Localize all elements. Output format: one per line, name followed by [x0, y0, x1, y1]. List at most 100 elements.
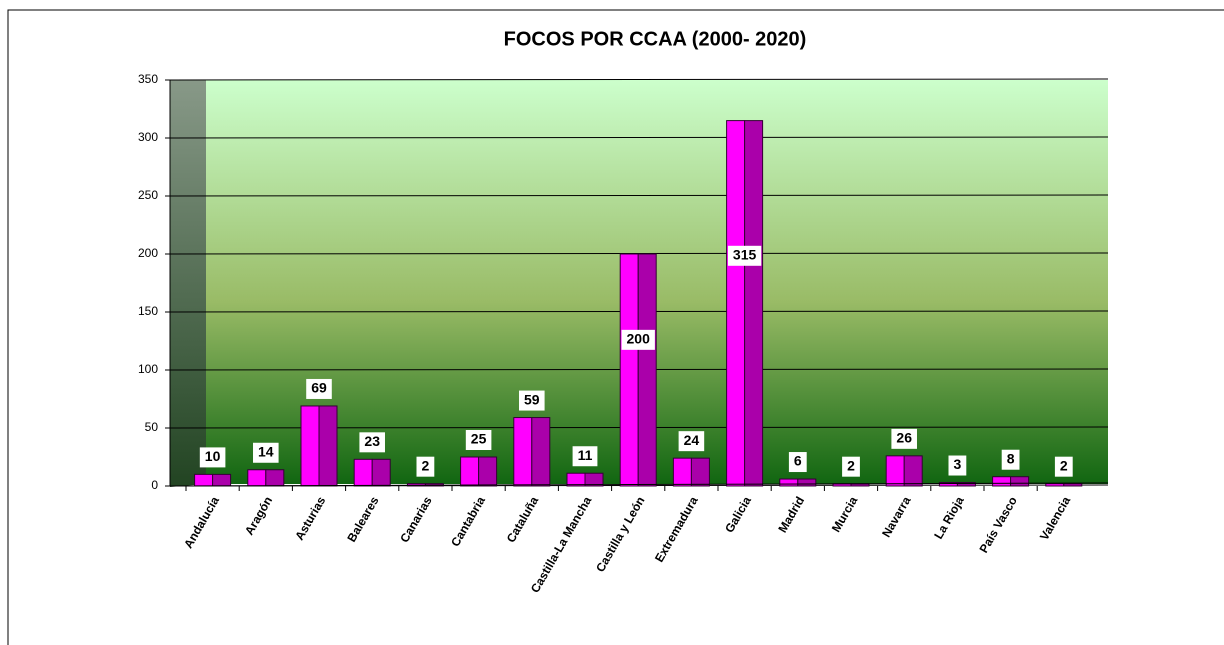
- x-tick-label: Baleares: [344, 494, 381, 545]
- bar: [779, 478, 817, 487]
- bar-front: [1045, 483, 1065, 487]
- x-tick-label: Asturias: [292, 494, 328, 543]
- x-tick-label: Canarias: [397, 494, 435, 545]
- value-label: 6: [794, 453, 802, 469]
- value-label-box: [519, 390, 545, 411]
- bar: [194, 473, 232, 487]
- bar: [460, 456, 498, 487]
- bar-front: [353, 458, 373, 487]
- x-axis: [169, 482, 1109, 487]
- bar-side: [744, 120, 764, 487]
- value-label: 10: [205, 448, 221, 464]
- bar-side: [1063, 483, 1083, 487]
- bar: [247, 469, 285, 487]
- value-label-box: [1001, 449, 1020, 470]
- x-tick-label: Extremadura: [652, 494, 701, 565]
- value-label: 59: [524, 391, 540, 407]
- x-tick-label: Cantabria: [448, 494, 488, 549]
- value-label: 14: [258, 443, 274, 459]
- grid-line: [169, 194, 1109, 197]
- y-tick-label: 350: [138, 72, 158, 86]
- x-tick-label: Cataluña: [504, 494, 542, 545]
- bar: [672, 457, 710, 487]
- value-label: 315: [733, 247, 757, 263]
- bar-side: [212, 473, 232, 487]
- frame: [7, 9, 1224, 645]
- bar-front: [992, 476, 1012, 487]
- bar: [938, 482, 976, 487]
- value-label-box: [306, 378, 332, 399]
- y-tick-label: 250: [138, 188, 158, 202]
- value-label-box: [621, 329, 655, 350]
- bar-side: [265, 469, 285, 487]
- value-label: 2: [422, 457, 430, 473]
- x-tick-label: Galicia: [722, 494, 754, 535]
- bar-side: [584, 472, 604, 487]
- x-tick-label: La Rioja: [931, 494, 967, 542]
- bar-side: [637, 253, 657, 487]
- value-label: 23: [364, 433, 380, 449]
- value-label-box: [842, 456, 860, 477]
- bar-side: [690, 457, 710, 487]
- bar: [619, 253, 657, 487]
- value-label: 8: [1007, 450, 1015, 466]
- value-label-box: [416, 456, 435, 477]
- value-label-box: [572, 446, 598, 467]
- y-tick-label: 100: [138, 362, 158, 376]
- value-label: 11: [578, 447, 593, 463]
- bar-side: [1010, 476, 1030, 487]
- value-label-box: [727, 245, 762, 266]
- y-tick-label: 0: [151, 478, 158, 492]
- value-label: 3: [954, 456, 962, 472]
- bar-side: [797, 478, 817, 487]
- bar-side: [318, 405, 338, 487]
- bar: [566, 472, 604, 487]
- bar: [726, 120, 764, 487]
- bar-front: [247, 469, 267, 487]
- x-tick-label: País Vasco: [976, 494, 1019, 555]
- y-tick-label: 150: [138, 304, 158, 318]
- y-tick-label: 50: [145, 420, 159, 434]
- bar-side: [531, 417, 551, 487]
- chart-title: FOCOS POR CCAA (2000- 2020): [504, 28, 807, 50]
- bar-side: [956, 482, 976, 487]
- value-label-box: [199, 447, 226, 468]
- value-label-box: [253, 442, 279, 463]
- grid-line: [169, 136, 1109, 139]
- bar-front: [566, 472, 586, 487]
- value-label: 26: [896, 430, 912, 446]
- side-wall: [170, 80, 206, 487]
- value-label-box: [359, 432, 385, 453]
- x-tick-label: Andalucía: [181, 494, 222, 551]
- value-label: 69: [311, 380, 327, 396]
- bar-front: [194, 473, 214, 487]
- value-label: 25: [471, 431, 487, 447]
- value-label-box: [788, 452, 807, 473]
- bar-side: [371, 458, 391, 487]
- bar-side: [903, 455, 923, 487]
- bar-front: [513, 417, 533, 487]
- x-tick-label: Madrid: [775, 494, 807, 535]
- bar-side: [478, 456, 498, 487]
- x-tick-label: Castilla-La Mancha: [528, 494, 595, 595]
- bar: [1045, 483, 1083, 487]
- x-tick-label: Navarra: [879, 494, 914, 540]
- bar-front: [619, 253, 639, 487]
- value-label: 2: [1060, 457, 1068, 473]
- bar-front: [726, 120, 746, 487]
- grid-line: [169, 78, 1109, 81]
- bar-front: [672, 457, 692, 487]
- value-label-box: [678, 431, 705, 452]
- bar-front: [460, 456, 480, 487]
- bar: [353, 458, 391, 487]
- bar: [885, 455, 923, 487]
- value-label-box: [948, 455, 967, 476]
- value-label-box: [1054, 456, 1073, 477]
- bar-front: [885, 455, 905, 487]
- y-tick-label: 200: [138, 246, 158, 260]
- x-tick-label: Castilla y León: [593, 494, 647, 574]
- value-label-box: [465, 430, 492, 450]
- x-tick-label: Murcia: [829, 494, 861, 535]
- bar-front: [779, 478, 799, 487]
